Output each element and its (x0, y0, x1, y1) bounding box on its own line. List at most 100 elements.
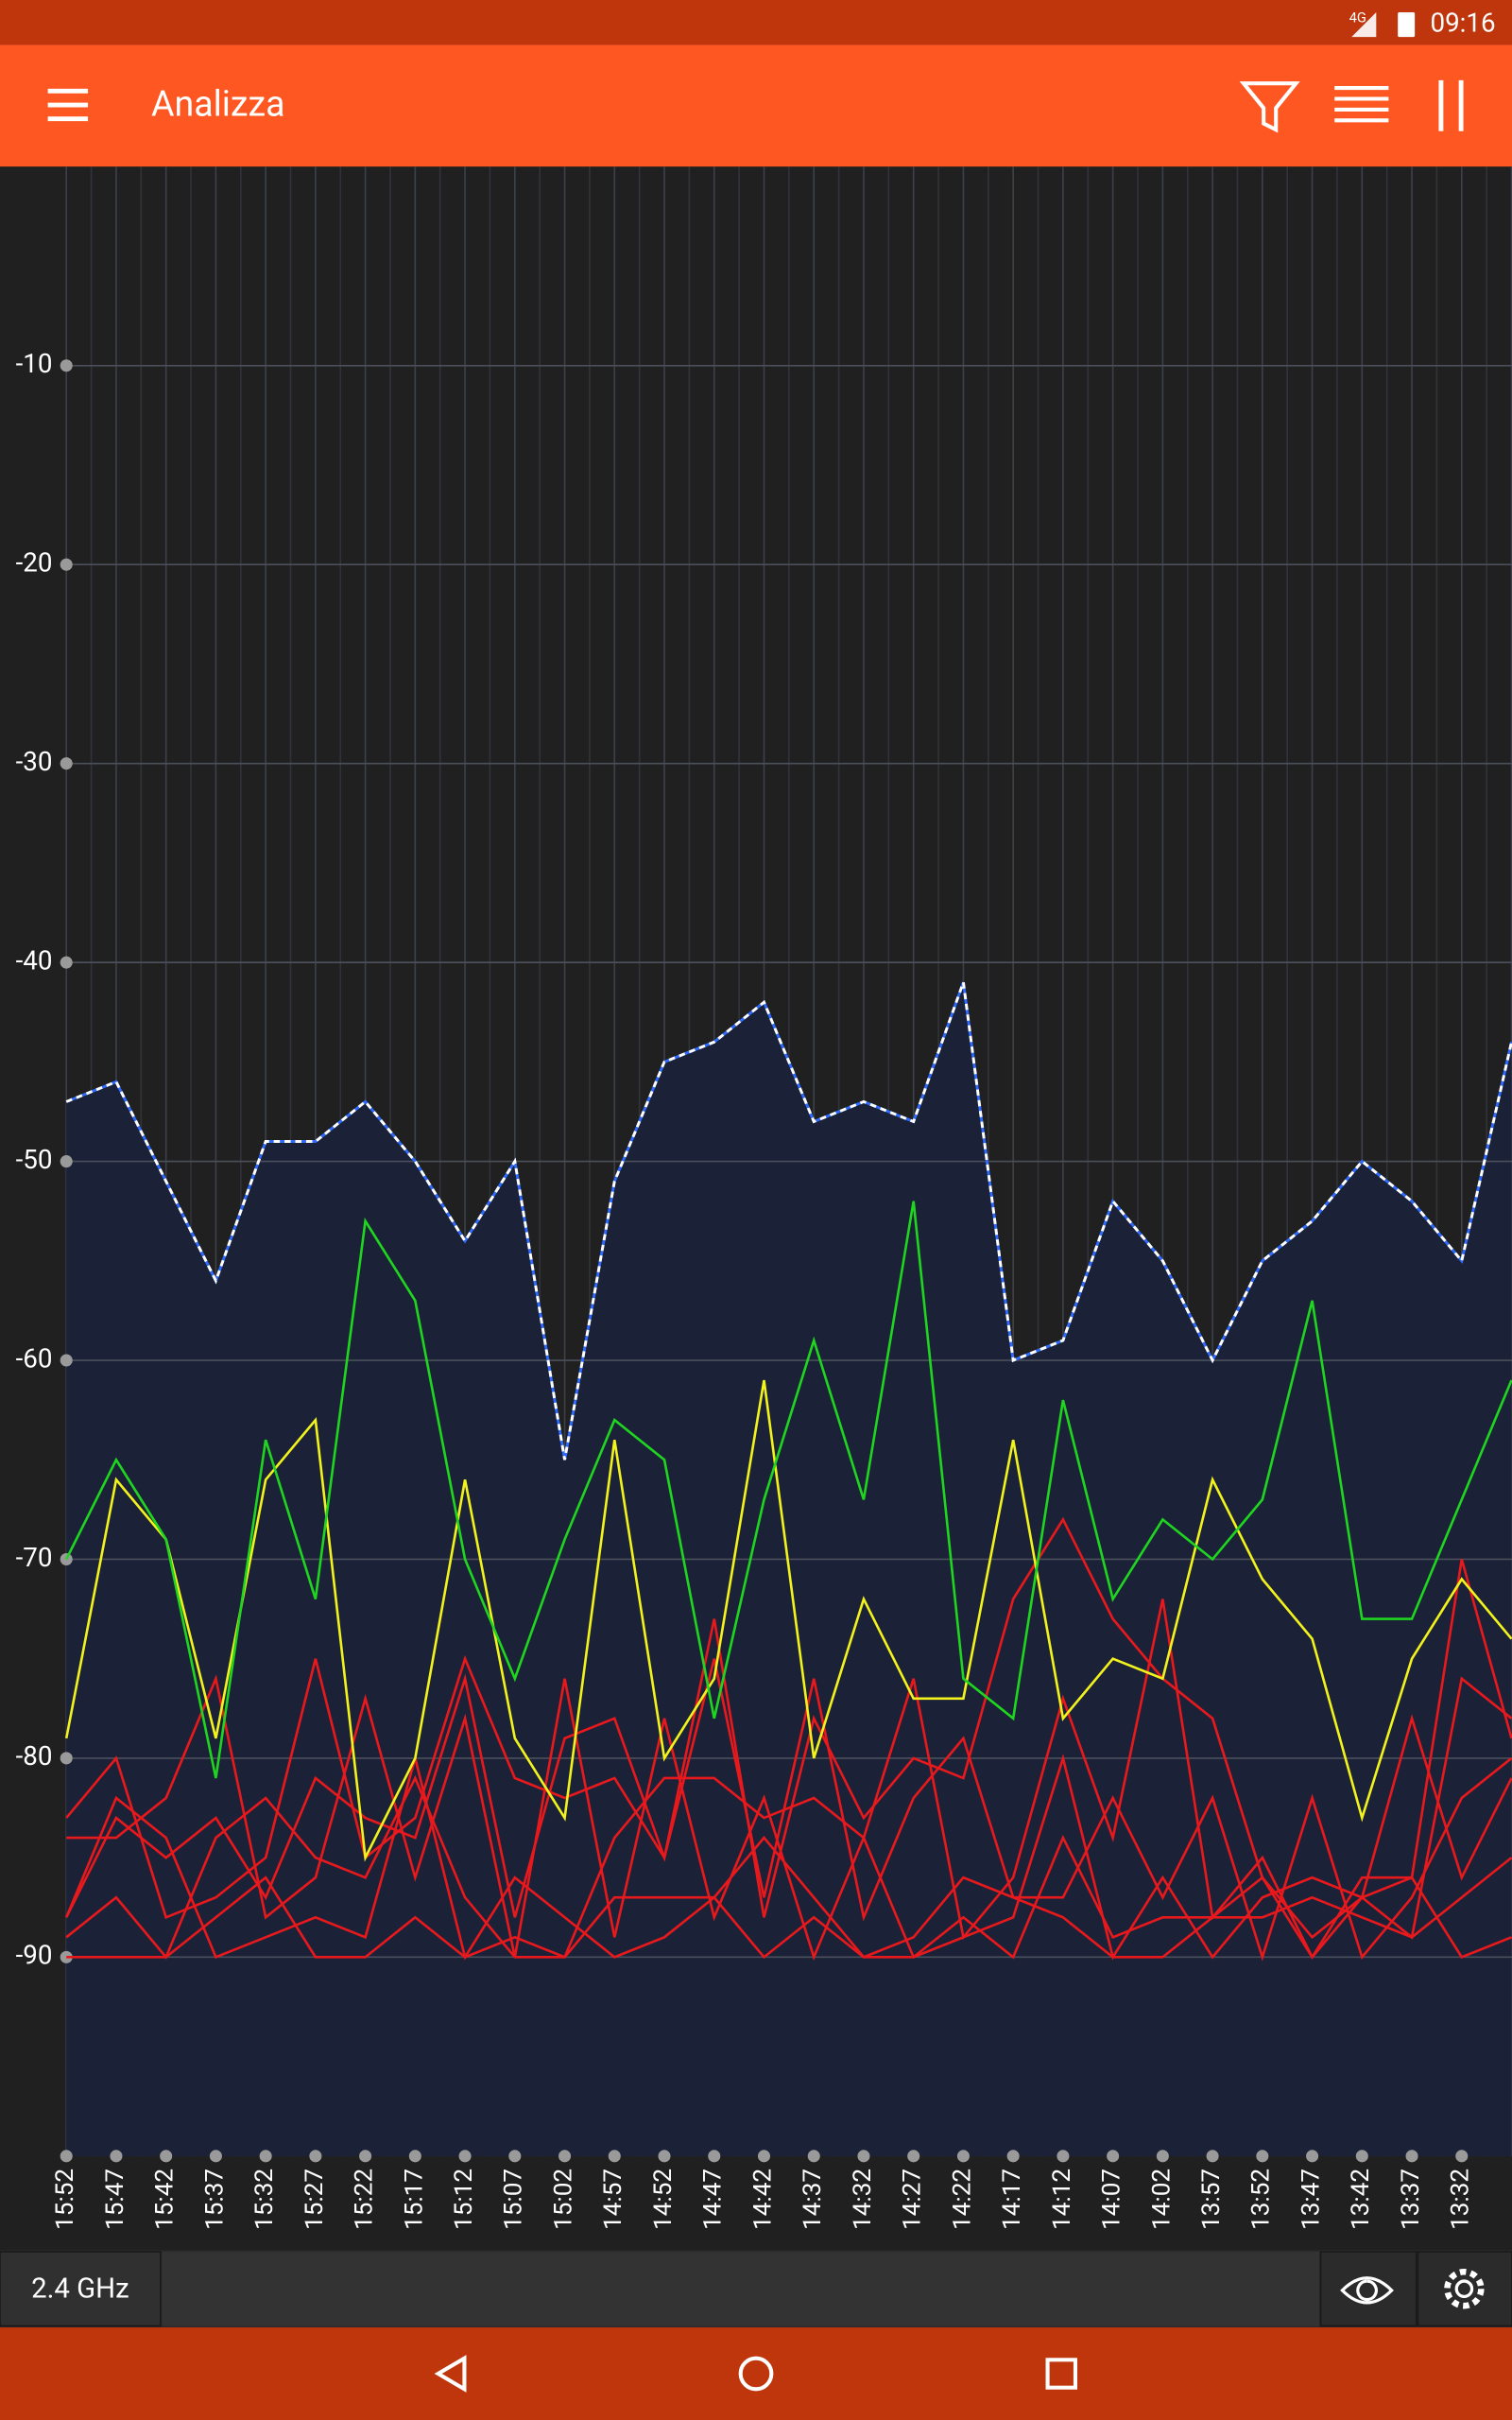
y-tick-dot (60, 558, 73, 571)
x-tick-label: 15:37 (200, 2169, 229, 2230)
series-line (65, 1201, 1512, 1779)
home-button[interactable] (738, 2356, 774, 2392)
y-tick-label: -90 (16, 1940, 53, 1971)
x-tick-label: 13:52 (1247, 2169, 1276, 2230)
series-line (64, 1379, 1512, 1862)
x-tick-dot (857, 2150, 870, 2163)
pause-button[interactable] (1438, 79, 1464, 131)
x-tick-label: 14:12 (1048, 2169, 1076, 2230)
signal-icon (1351, 12, 1377, 38)
y-tick-dot (60, 1354, 73, 1367)
x-tick-label: 14:22 (948, 2169, 976, 2230)
eye-icon (1340, 2276, 1394, 2305)
x-tick-label: 15:12 (450, 2169, 478, 2230)
x-tick-label: 14:52 (649, 2169, 678, 2230)
settings-button[interactable] (1417, 2251, 1512, 2327)
x-tick-label: 14:37 (799, 2169, 827, 2230)
y-tick-label: -80 (16, 1740, 53, 1772)
series-line (65, 1676, 1512, 1961)
x-tick-label: 15:22 (351, 2169, 379, 2230)
y-tick-dot (60, 1155, 73, 1168)
y-tick-dot (60, 956, 73, 969)
filter-button[interactable] (1239, 81, 1300, 133)
y-tick-label: -40 (16, 944, 53, 976)
y-tick-dot (60, 359, 73, 372)
series-line (66, 1599, 1512, 1962)
x-tick-dot (1107, 2150, 1120, 2163)
x-tick-label: 15:07 (500, 2169, 528, 2230)
status-bar (0, 0, 1512, 45)
x-tick-dot (1355, 2150, 1368, 2163)
gear-icon (1444, 2269, 1485, 2309)
x-tick-label: 15:27 (301, 2169, 329, 2230)
x-tick-label: 14:32 (849, 2169, 877, 2230)
x-tick-label: 15:47 (101, 2169, 129, 2230)
band-selector[interactable] (0, 2251, 162, 2327)
recents-button[interactable] (1045, 2358, 1077, 2390)
clock: 09:16 (1430, 7, 1495, 38)
gear-center (1454, 2279, 1474, 2299)
x-tick-dot (907, 2150, 920, 2163)
band-label: 2.4 GHz (31, 2273, 129, 2306)
network-type: 4G (1349, 9, 1366, 26)
x-tick-dot (807, 2150, 820, 2163)
back-button[interactable] (434, 2355, 467, 2393)
series-line (65, 981, 1512, 1461)
nav-bar (0, 2327, 1512, 2420)
x-tick-label: 14:47 (699, 2169, 728, 2230)
x-tick-label: 15:52 (51, 2169, 79, 2230)
x-tick-label: 15:42 (151, 2169, 180, 2230)
menu-button[interactable] (47, 88, 89, 122)
x-tick-dot (1455, 2150, 1469, 2163)
x-tick-dot (1256, 2150, 1269, 2163)
series-line (65, 1516, 1512, 1940)
y-tick-dot (60, 1752, 73, 1765)
x-tick-label: 13:32 (1447, 2169, 1475, 2230)
x-tick-dot (608, 2150, 621, 2163)
x-tick-dot (259, 2150, 272, 2163)
x-tick-dot (658, 2150, 671, 2163)
x-tick-label: 13:42 (1347, 2169, 1375, 2230)
visibility-button[interactable] (1319, 2251, 1418, 2327)
chart: -10 -20 -30 -40 -50 -60 -70 -80 -90 15:52 15:47 15:… (16, 166, 1512, 2230)
x-tick-dot (708, 2150, 721, 2163)
x-tick-dot (1206, 2150, 1219, 2163)
x-tick-label: 14:07 (1098, 2169, 1126, 2230)
x-tick-dot (110, 2150, 123, 2163)
x-tick-dot (558, 2150, 572, 2163)
x-tick-dot (359, 2150, 372, 2163)
x-tick-label: 14:17 (998, 2169, 1026, 2230)
y-tick-label: -20 (16, 547, 53, 579)
y-tick-label: -60 (16, 1342, 53, 1374)
x-tick-dot (1156, 2150, 1169, 2163)
x-tick-dot (309, 2150, 322, 2163)
x-tick-label: 15:02 (549, 2169, 577, 2230)
y-tick-label: -70 (16, 1542, 53, 1573)
x-tick-dot (757, 2150, 771, 2163)
x-tick-label: 14:27 (899, 2169, 927, 2230)
x-tick-dot (1006, 2150, 1020, 2163)
series-line (64, 1753, 1512, 1961)
y-tick-label: -30 (16, 746, 53, 777)
app-title: Analizza (151, 84, 285, 126)
x-tick-label: 15:32 (250, 2169, 279, 2230)
x-tick-dot (458, 2150, 472, 2163)
x-tick-dot (408, 2150, 421, 2163)
battery-icon (1398, 12, 1416, 38)
info-area (162, 2252, 1319, 2326)
x-tick-label: 13:47 (1297, 2169, 1325, 2230)
x-tick-label: 13:57 (1197, 2169, 1226, 2230)
series-line (65, 1658, 1512, 1962)
x-tick-dot (60, 2150, 73, 2163)
x-tick-dot (209, 2150, 222, 2163)
x-tick-dot (1306, 2150, 1319, 2163)
y-tick-label: -10 (16, 348, 53, 379)
x-tick-label: 14:42 (748, 2169, 777, 2230)
x-tick-dot (1057, 2150, 1070, 2163)
x-tick-label: 14:02 (1147, 2169, 1176, 2230)
series-line (66, 1876, 1512, 1960)
x-tick-label: 15:17 (400, 2169, 428, 2230)
x-tick-dot (1405, 2150, 1418, 2163)
list-button[interactable] (1334, 86, 1389, 123)
